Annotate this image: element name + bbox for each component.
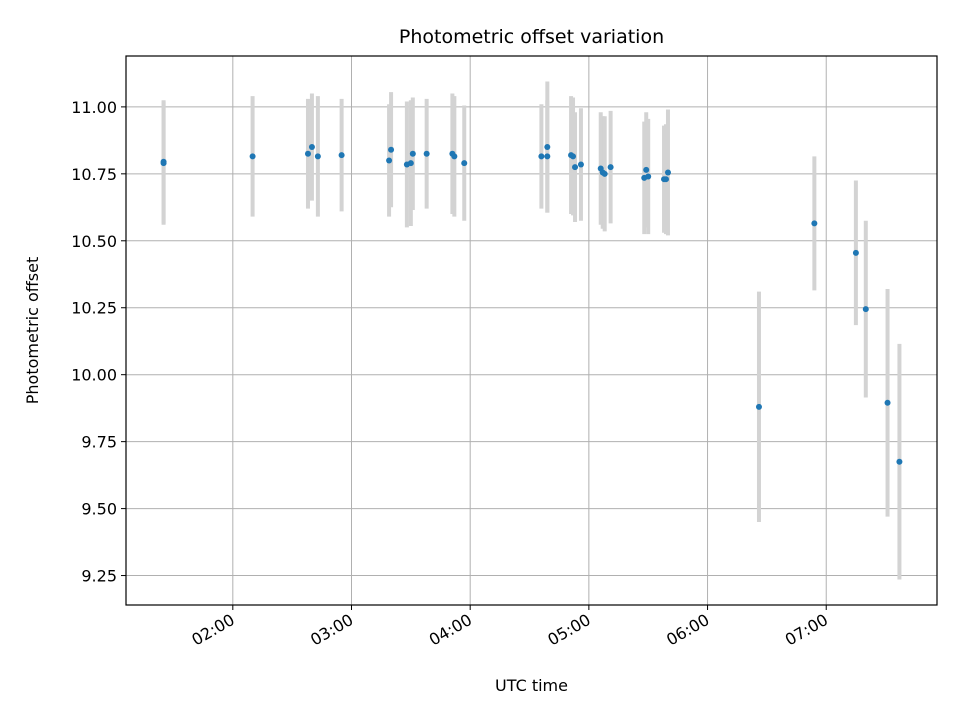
y-tick-label: 10.00: [71, 366, 117, 385]
data-point: [304, 150, 311, 157]
data-point: [461, 160, 468, 167]
data-point: [407, 160, 414, 167]
data-point: [577, 161, 584, 168]
data-point: [601, 170, 608, 177]
data-point: [388, 146, 395, 153]
data-point: [544, 144, 551, 151]
data-point: [755, 403, 762, 410]
data-point: [538, 153, 545, 160]
data-point: [852, 249, 859, 256]
data-point: [663, 176, 670, 183]
y-ticks: 9.25 9.50 9.75 10.00 10.25 10.50 10.75 11.00: [71, 98, 126, 586]
data-point: [314, 153, 321, 160]
data-point: [451, 153, 458, 160]
data-point: [249, 153, 256, 160]
data-point: [423, 150, 430, 157]
y-tick-label: 10.75: [71, 165, 117, 184]
data-point: [338, 152, 345, 159]
data-point: [645, 173, 652, 180]
data-point: [811, 220, 818, 227]
data-point: [544, 153, 551, 160]
y-tick-label: 9.25: [81, 567, 117, 586]
data-point: [572, 164, 579, 171]
y-tick-label: 10.50: [71, 232, 117, 251]
y-axis-label: Photometric offset: [23, 257, 42, 405]
data-point: [884, 399, 891, 406]
data-point: [643, 166, 650, 173]
y-tick-label: 9.75: [81, 433, 117, 452]
data-point: [664, 169, 671, 176]
data-point: [862, 306, 869, 313]
y-tick-label: 10.25: [71, 299, 117, 318]
data-point: [570, 153, 577, 160]
y-tick-label: 9.50: [81, 500, 117, 519]
data-point: [409, 150, 416, 157]
plot-frame: [125, 55, 938, 606]
data-points: [160, 144, 903, 465]
data-point: [160, 160, 167, 167]
data-point: [386, 157, 393, 164]
data-point: [896, 458, 903, 465]
chart-title: Photometric offset variation: [399, 26, 664, 48]
data-point: [607, 164, 614, 171]
y-tick-label: 11.00: [71, 98, 117, 117]
data-point: [308, 144, 315, 151]
x-axis-label: UTC time: [495, 676, 568, 695]
grid: [126, 56, 937, 605]
